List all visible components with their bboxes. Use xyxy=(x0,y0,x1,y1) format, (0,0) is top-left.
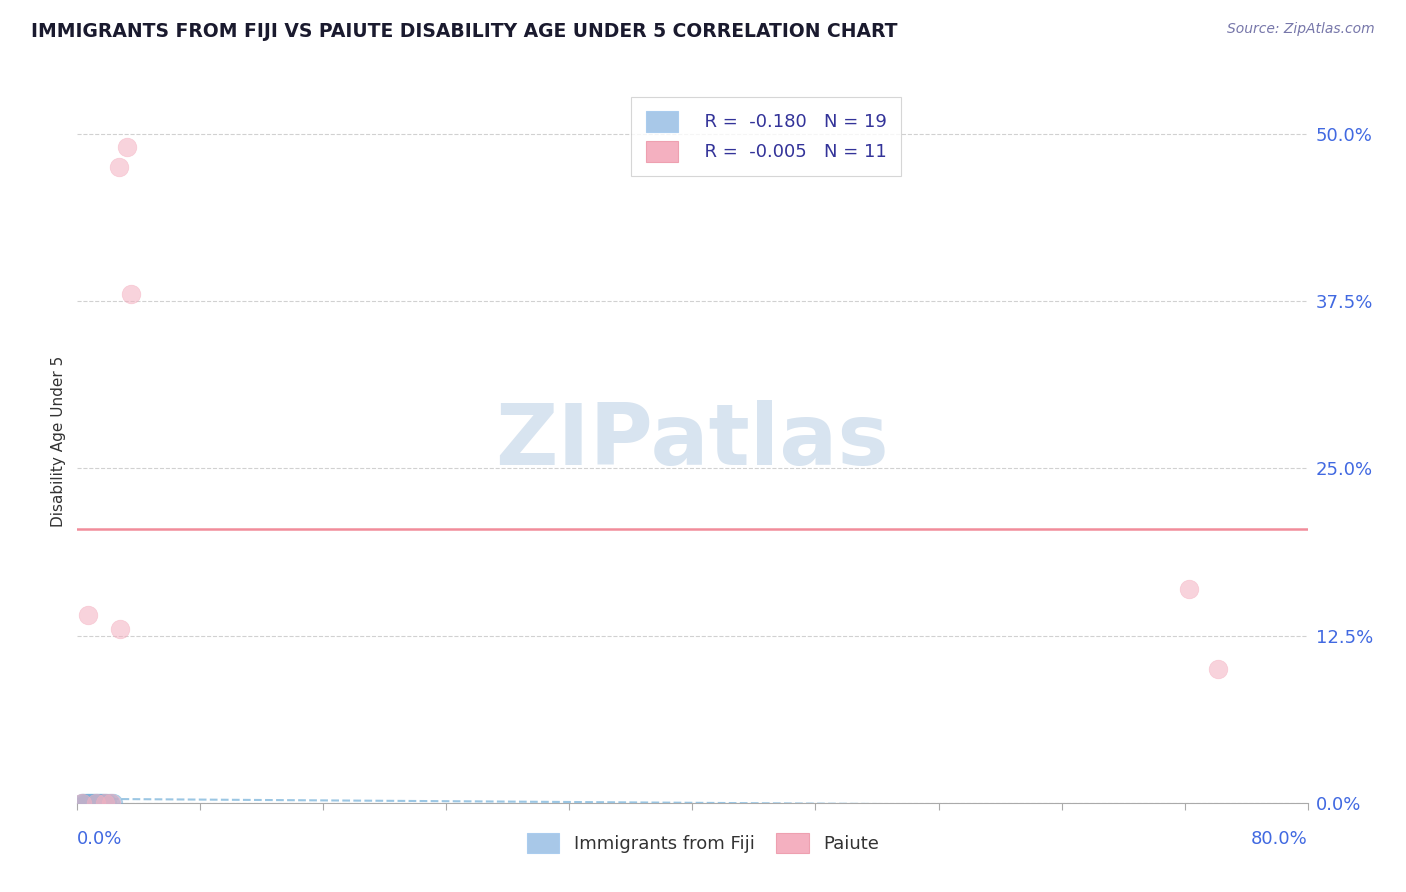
Point xyxy=(76,796,98,810)
Point xyxy=(108,161,131,175)
Point xyxy=(110,622,132,636)
Y-axis label: Disability Age Under 5: Disability Age Under 5 xyxy=(51,356,66,527)
Text: Source: ZipAtlas.com: Source: ZipAtlas.com xyxy=(1227,22,1375,37)
Point xyxy=(120,287,142,301)
Point xyxy=(84,796,107,810)
Point xyxy=(94,796,117,810)
Point xyxy=(84,796,107,810)
Point xyxy=(77,608,100,623)
Point xyxy=(72,796,94,810)
Point xyxy=(101,796,124,810)
Point xyxy=(73,796,96,810)
Point xyxy=(83,796,105,810)
Point xyxy=(90,796,114,810)
Text: ZIPatlas: ZIPatlas xyxy=(495,400,890,483)
Point xyxy=(96,796,118,810)
Point xyxy=(82,796,104,810)
Point xyxy=(98,796,121,810)
Point xyxy=(93,796,115,810)
Text: 0.0%: 0.0% xyxy=(77,830,122,847)
Point xyxy=(77,796,100,810)
Point xyxy=(79,796,101,810)
Point xyxy=(1208,662,1230,676)
Point xyxy=(70,796,93,810)
Point xyxy=(86,796,108,810)
Point xyxy=(115,140,138,154)
Point xyxy=(1178,582,1201,596)
Point xyxy=(94,796,117,810)
Text: 80.0%: 80.0% xyxy=(1251,830,1308,847)
Point xyxy=(70,796,93,810)
Point xyxy=(89,796,111,810)
Point xyxy=(80,796,103,810)
Point xyxy=(87,796,110,810)
Point xyxy=(100,796,122,810)
Legend: Immigrants from Fiji, Paiute: Immigrants from Fiji, Paiute xyxy=(520,825,886,861)
Text: IMMIGRANTS FROM FIJI VS PAIUTE DISABILITY AGE UNDER 5 CORRELATION CHART: IMMIGRANTS FROM FIJI VS PAIUTE DISABILIT… xyxy=(31,22,897,41)
Legend:   R =  -0.180   N = 19,   R =  -0.005   N = 11: R = -0.180 N = 19, R = -0.005 N = 11 xyxy=(631,96,901,176)
